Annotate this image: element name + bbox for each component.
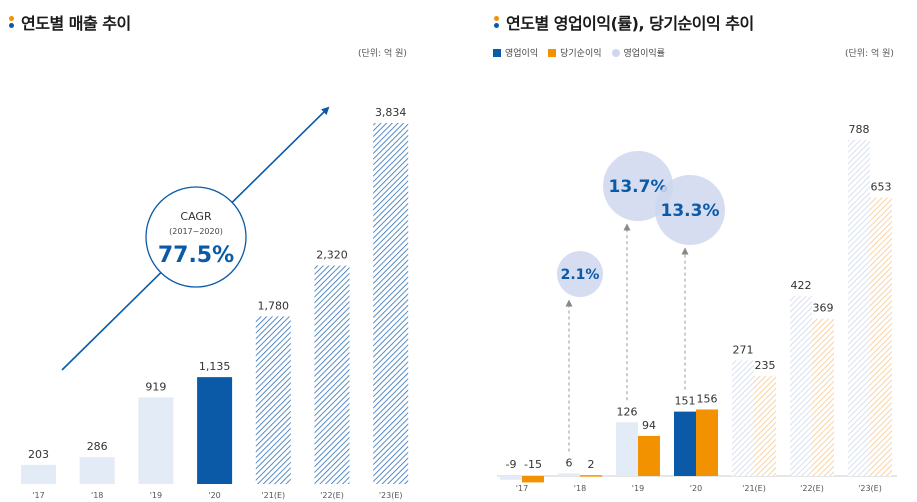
operating-profit-bar-0 [500, 476, 522, 480]
net-income-bar-3 [696, 409, 718, 476]
revenue-value-label: 919 [145, 380, 166, 393]
margin-value-label: 13.3% [661, 201, 720, 221]
operating-profit-value-label: 271 [733, 343, 754, 356]
operating-profit-bar-5 [790, 296, 812, 476]
profit-x-tick: '19 [632, 484, 644, 493]
profit-chart-panel: 연도별 영업이익(률), 당기순이익 추이 영업이익 당기순이익 영업이익률 (… [485, 0, 917, 502]
margin-bubble-1 [557, 251, 603, 297]
revenue-value-label: 286 [87, 440, 108, 453]
revenue-x-tick: '19 [150, 491, 162, 500]
net-income-value-label: 2 [588, 458, 595, 471]
revenue-value-label: 2,320 [316, 249, 348, 262]
net-income-bar-2 [638, 435, 660, 476]
profit-x-tick: '17 [516, 484, 528, 493]
revenue-unit-label: (단위: 억 원) [358, 49, 407, 59]
legend-label: 영업이익 [505, 49, 539, 59]
revenue-chart-title: 연도별 매출 추이 [21, 14, 131, 33]
net-income-bar-1 [580, 475, 602, 477]
profit-chart-title: 연도별 영업이익(률), 당기순이익 추이 [506, 14, 754, 33]
revenue-x-tick: '23(E) [379, 491, 403, 500]
legend-swatch-circle [611, 48, 620, 57]
revenue-x-tick: '21(E) [261, 491, 285, 500]
net-income-value-label: 156 [697, 392, 718, 405]
revenue-value-label: 203 [28, 448, 49, 461]
revenue-x-tick: '18 [91, 491, 103, 500]
margin-value-label: 2.1% [561, 267, 600, 283]
operating-profit-value-label: 6 [566, 456, 573, 469]
revenue-chart-panel: 연도별 매출 추이 (단위: 억 원) 203 '17 286 '18 919 '19 1,… [0, 0, 440, 502]
net-income-bar-6 [870, 197, 892, 476]
revenue-chart-svg: 203 '17 286 '18 919 '19 1,135 '20 1,780 '21(E) 2,3… [21, 106, 409, 500]
operating-profit-bar-2 [616, 422, 638, 476]
profit-x-tick: '22(E) [800, 484, 824, 493]
revenue-bar-3 [197, 377, 233, 484]
legend-item-operating-profit: 영업이익 [493, 46, 538, 59]
revenue-value-label: 1,780 [258, 299, 290, 312]
cagr-bubble [145, 186, 247, 288]
net-income-value-label: 653 [871, 181, 892, 194]
revenue-bar-2 [138, 397, 174, 484]
cagr-label: CAGR [180, 210, 212, 223]
profit-x-tick: '18 [574, 484, 586, 493]
cagr-period: (2017~2020) [169, 227, 223, 236]
cagr-value: 77.5% [158, 243, 234, 268]
revenue-x-tick: '17 [32, 491, 44, 500]
legend-item-operating-margin: 영업이익률 [611, 46, 665, 59]
profit-x-tick: '23(E) [858, 484, 882, 493]
operating-profit-bar-3 [674, 411, 696, 476]
title-bullet-icon [493, 12, 501, 32]
operating-profit-bar-1 [558, 473, 580, 476]
margin-value-label: 13.7% [609, 177, 668, 197]
title-bullet-icon [8, 12, 16, 32]
operating-profit-value-label: 788 [849, 123, 870, 136]
operating-profit-value-label: 422 [791, 279, 812, 292]
profit-x-tick: '20 [690, 484, 702, 493]
margin-bubble-2 [603, 151, 673, 221]
revenue-chart-header: 연도별 매출 추이 [8, 10, 131, 34]
operating-profit-bar-4 [732, 360, 754, 476]
revenue-value-label: 3,834 [375, 106, 407, 119]
revenue-bar-5 [314, 265, 350, 484]
margin-bubble-3 [655, 175, 725, 245]
revenue-bar-0 [21, 464, 56, 484]
legend-swatch-orange [548, 48, 557, 57]
operating-profit-value-label: -9 [506, 458, 517, 471]
revenue-bar-6 [373, 123, 409, 484]
operating-profit-bar-6 [848, 140, 870, 476]
revenue-x-tick: '20 [208, 491, 220, 500]
net-income-value-label: -15 [524, 458, 542, 471]
legend-swatch-navy [493, 48, 501, 57]
revenue-bar-1 [79, 457, 115, 484]
profit-legend: 영업이익 당기순이익 영업이익률 [493, 46, 675, 59]
revenue-x-tick: '22(E) [320, 491, 344, 500]
operating-profit-value-label: 126 [617, 405, 638, 418]
legend-label: 영업이익률 [623, 49, 665, 59]
profit-unit-label: (단위: 억 원) [845, 49, 894, 59]
operating-profit-value-label: 151 [675, 395, 696, 408]
net-income-value-label: 235 [755, 359, 776, 372]
profit-x-tick: '21(E) [742, 484, 766, 493]
net-income-bar-4 [754, 375, 776, 476]
net-income-value-label: 94 [642, 419, 656, 432]
legend-label: 당기순이익 [560, 49, 602, 59]
revenue-bar-4 [255, 316, 291, 484]
legend-item-net-income: 당기순이익 [548, 46, 602, 59]
net-income-value-label: 369 [813, 302, 834, 315]
profit-chart-header: 연도별 영업이익(률), 당기순이익 추이 [493, 10, 754, 34]
net-income-bar-0 [522, 476, 544, 483]
net-income-bar-5 [812, 318, 834, 476]
revenue-value-label: 1,135 [199, 360, 231, 373]
